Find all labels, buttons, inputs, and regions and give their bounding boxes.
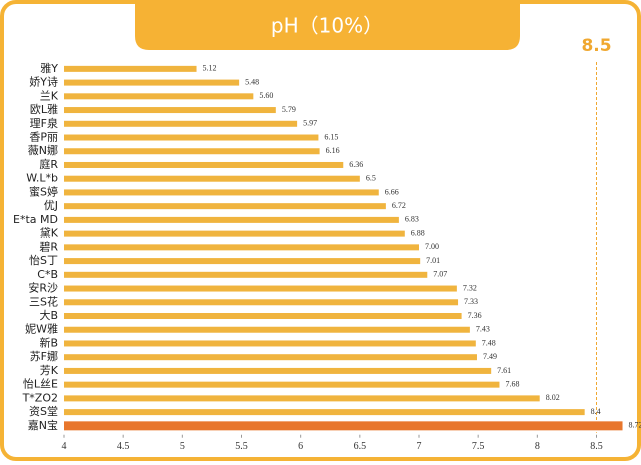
reference-label: 8.5 xyxy=(581,36,611,56)
value-label: 5.79 xyxy=(282,105,296,114)
value-label: 7.07 xyxy=(433,270,447,279)
value-label: 8.02 xyxy=(546,393,560,402)
y-tick-label: 优J xyxy=(44,199,58,212)
bar xyxy=(64,148,320,155)
x-tick-label: 7.5 xyxy=(472,441,485,452)
x-tick-label: 8.5 xyxy=(590,441,603,452)
value-label: 7.01 xyxy=(426,256,440,265)
bar xyxy=(64,381,500,388)
y-tick-label: 怡S丁 xyxy=(29,253,58,267)
y-tick-label: 碧R xyxy=(39,240,58,253)
y-tick-label: 雅Y xyxy=(40,61,58,75)
value-label: 5.48 xyxy=(245,77,259,86)
bar xyxy=(64,203,386,210)
y-tick-label: 新B xyxy=(39,335,58,349)
bar xyxy=(64,230,405,237)
bar xyxy=(64,65,197,72)
value-label: 6.5 xyxy=(366,174,376,183)
value-label: 6.72 xyxy=(392,201,406,210)
y-tick-label: 芳K xyxy=(40,363,59,377)
y-tick-label: W.L*b xyxy=(26,172,58,185)
bar xyxy=(64,175,360,182)
y-tick-label: T*ZO2 xyxy=(22,391,58,404)
x-tick-label: 4 xyxy=(62,441,67,452)
y-tick-label: 大B xyxy=(39,308,58,322)
bar xyxy=(64,134,319,141)
y-tick-label: 薇N娜 xyxy=(28,143,58,157)
value-label: 7.00 xyxy=(425,242,439,251)
title-banner xyxy=(135,0,520,50)
y-tick-label: 蜜S婷 xyxy=(29,184,58,198)
bar xyxy=(64,271,428,278)
value-label: 7.32 xyxy=(463,283,477,292)
value-label: 7.61 xyxy=(497,366,511,375)
y-tick-label: 苏F娜 xyxy=(30,349,58,363)
x-tick-label: 7 xyxy=(417,441,422,452)
bar xyxy=(64,93,254,100)
x-tick-label: 8 xyxy=(535,441,540,452)
chart-title: pH（10%） xyxy=(271,14,383,38)
x-tick-label: 5 xyxy=(180,441,185,452)
bar xyxy=(64,120,298,127)
value-label: 6.83 xyxy=(405,215,419,224)
bar xyxy=(64,421,623,431)
bar xyxy=(64,189,379,196)
bar xyxy=(64,354,477,361)
y-tick-label: 黛K xyxy=(40,227,59,240)
bar xyxy=(64,313,462,320)
value-label: 5.12 xyxy=(203,64,217,73)
value-label: 7.68 xyxy=(505,379,519,388)
x-tick-label: 6.5 xyxy=(354,441,367,452)
value-label: 8.72 xyxy=(629,421,641,430)
bar xyxy=(64,79,240,86)
bar xyxy=(64,395,540,402)
y-tick-label: 资S堂 xyxy=(29,405,58,418)
bar xyxy=(64,216,399,223)
bar xyxy=(64,161,344,168)
value-label: 6.66 xyxy=(385,187,399,196)
x-tick-label: 4.5 xyxy=(117,441,130,452)
bar xyxy=(64,107,276,114)
bar xyxy=(64,299,459,306)
y-tick-label: E*ta MD xyxy=(13,213,58,226)
value-label: 8.4 xyxy=(591,407,601,416)
bar xyxy=(64,244,419,251)
value-label: 6.16 xyxy=(326,146,340,155)
value-label: 7.33 xyxy=(464,297,478,306)
value-label: 5.60 xyxy=(259,91,273,100)
y-tick-label: 庭R xyxy=(39,157,58,171)
y-tick-label: 欧L雅 xyxy=(30,102,58,116)
y-tick-label: 嘉N宝 xyxy=(28,418,58,432)
bar xyxy=(64,367,492,374)
bar xyxy=(64,258,421,265)
y-tick-label: 香P丽 xyxy=(29,131,58,144)
value-label: 7.43 xyxy=(476,325,490,334)
bar xyxy=(64,285,457,292)
value-label: 7.36 xyxy=(468,311,482,320)
y-tick-label: 理F泉 xyxy=(30,116,58,130)
value-label: 6.36 xyxy=(349,160,363,169)
value-label: 7.48 xyxy=(482,338,496,347)
value-label: 7.49 xyxy=(483,352,497,361)
x-tick-label: 6 xyxy=(298,441,303,452)
value-label: 6.15 xyxy=(324,132,338,141)
y-tick-label: 妮W雅 xyxy=(25,322,58,336)
value-label: 6.88 xyxy=(411,228,425,237)
bar xyxy=(64,340,476,347)
value-label: 5.97 xyxy=(303,119,317,128)
y-tick-label: 安R沙 xyxy=(28,281,58,295)
bar xyxy=(64,326,470,333)
y-tick-label: 三S花 xyxy=(29,295,58,308)
y-tick-label: C*B xyxy=(37,268,58,281)
bar xyxy=(64,409,585,416)
y-tick-label: 兰K xyxy=(40,89,59,102)
y-tick-label: 娇Y诗 xyxy=(29,75,58,89)
x-tick-label: 5.5 xyxy=(235,441,248,452)
y-tick-label: 怡L丝E xyxy=(23,377,58,391)
